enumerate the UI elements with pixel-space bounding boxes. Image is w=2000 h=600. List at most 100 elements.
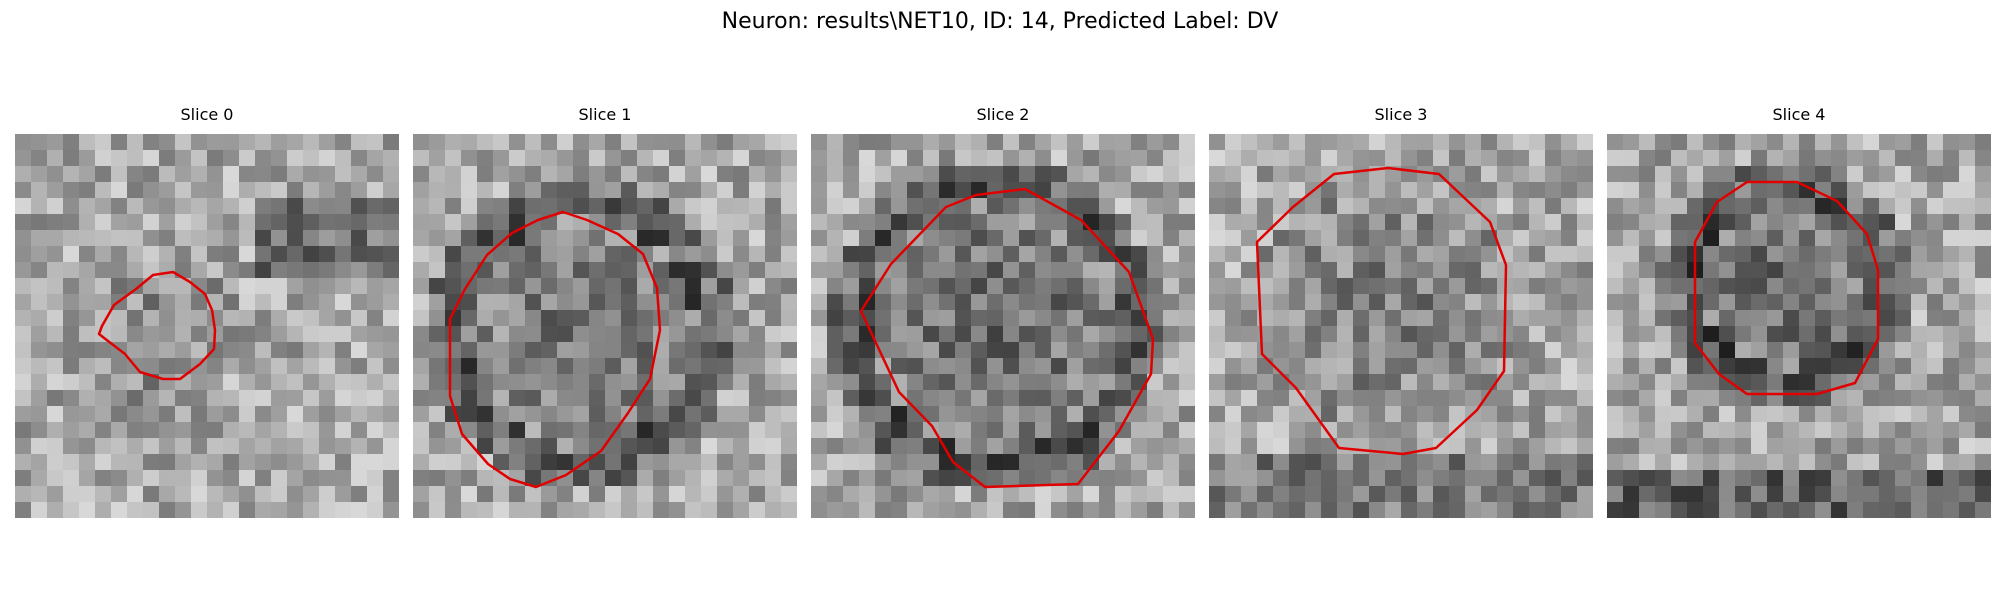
pixel [589,294,606,311]
pixel [1305,134,1322,151]
pixel [1847,278,1864,295]
pixel [955,166,972,183]
pixel [1927,198,1944,215]
pixel [15,278,32,295]
pixel [1003,326,1020,343]
pixel [1401,182,1418,199]
pixel [1449,166,1466,183]
pixel [1831,198,1848,215]
pixel [1561,198,1578,215]
pixel [1815,326,1832,343]
pixel [191,134,208,151]
pixel [1879,182,1896,199]
pixel [191,374,208,391]
pixel [207,246,224,263]
pixel [1481,342,1498,359]
pixel [1655,262,1672,279]
pixel [827,182,844,199]
pixel [717,438,734,455]
pixel [445,486,462,503]
pixel [749,358,766,375]
pixel [1927,246,1944,263]
pixel [987,166,1004,183]
pixel [1305,470,1322,487]
pixel [1401,166,1418,183]
pixel [79,326,96,343]
pixel [175,422,192,439]
pixel [955,454,972,471]
pixel [605,342,622,359]
pixel [351,294,368,311]
pixel [811,310,828,327]
pixel [955,294,972,311]
pixel [1481,134,1498,151]
pixel [1305,486,1322,503]
pixel [1767,278,1784,295]
pixel [1863,374,1880,391]
pixel [1497,182,1514,199]
pixel [1417,134,1434,151]
pixel [15,198,32,215]
pixel [1863,438,1880,455]
pixel [811,182,828,199]
pixel [1577,406,1593,423]
pixel [383,406,399,423]
pixel [971,470,988,487]
pixel [493,262,510,279]
pixel [1879,262,1896,279]
pixel [1225,358,1242,375]
pixel [1815,294,1832,311]
pixel [1735,438,1752,455]
pixel [1783,470,1800,487]
pixel [525,342,542,359]
pixel [1639,214,1656,231]
pixel [461,390,478,407]
pixel [79,422,96,439]
pixel [987,470,1004,487]
pixel [47,502,64,518]
pixel [1735,342,1752,359]
pixel [1703,342,1720,359]
pixel [1623,278,1640,295]
pixel [1225,262,1242,279]
pixel [1369,326,1386,343]
pixel [1687,502,1704,518]
pixel [1735,470,1752,487]
pixel [287,214,304,231]
pixel [541,326,558,343]
pixel [159,150,176,167]
pixel [1655,374,1672,391]
pixel [1067,182,1084,199]
pixel [557,278,574,295]
pixel [1083,246,1100,263]
pixel [63,230,80,247]
pixel [637,198,654,215]
pixel [1975,198,1991,215]
pixel [509,198,526,215]
pixel [159,182,176,199]
pixel [1465,262,1482,279]
pixel [1703,326,1720,343]
pixel [1369,454,1386,471]
pixel [781,470,797,487]
pixel [573,358,590,375]
pixel [1067,166,1084,183]
pixel [493,342,510,359]
pixel [573,198,590,215]
pixel [1305,502,1322,518]
pixel [1735,150,1752,167]
pixel [1131,358,1148,375]
pixel [111,230,128,247]
pixel [1943,390,1960,407]
pixel [1115,454,1132,471]
pixel [1417,278,1434,295]
pixel [95,342,112,359]
pixel [1607,214,1624,231]
pixel [1225,214,1242,231]
pixel [1019,438,1036,455]
pixel [63,502,80,518]
pixel [63,246,80,263]
pixel [445,214,462,231]
pixel [1465,182,1482,199]
pixel [717,326,734,343]
